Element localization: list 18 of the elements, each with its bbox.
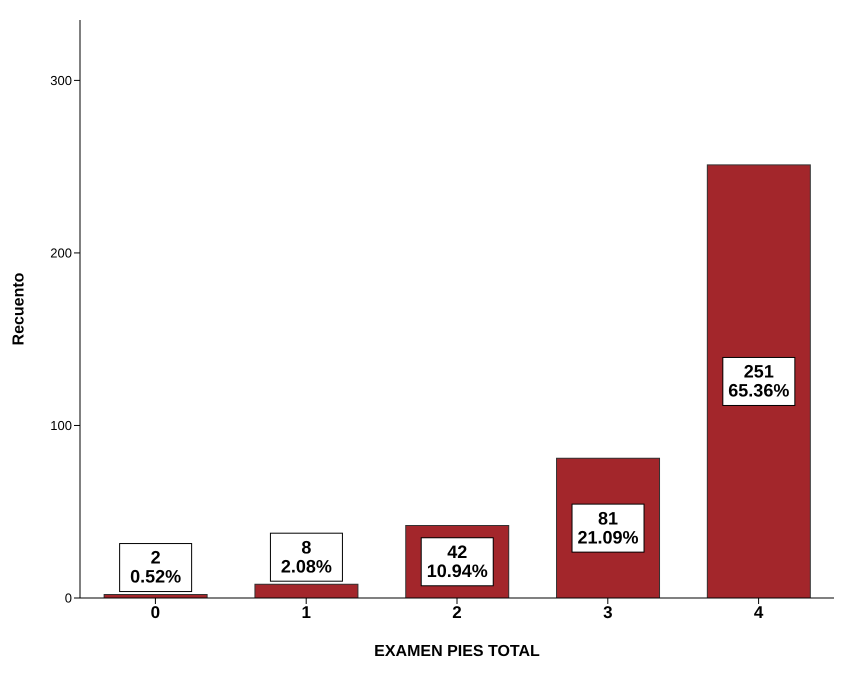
y-axis-title: Recuento — [10, 272, 28, 346]
y-tick-label: 100 — [50, 418, 72, 434]
bar — [706, 164, 811, 598]
bar — [254, 584, 358, 598]
x-tick-label: 2 — [452, 603, 462, 622]
data-label: 2 0.52% — [130, 548, 182, 587]
data-label: 8 2.08% — [280, 537, 332, 576]
x-tick-label: 4 — [754, 603, 764, 622]
y-tick-label: 200 — [50, 246, 72, 261]
y-tick-label: 0 — [64, 590, 72, 606]
data-label: 251 65.36% — [728, 362, 790, 401]
data-label: 42 10.94% — [426, 542, 488, 581]
x-tick-label: 1 — [301, 603, 311, 622]
x-axis-title: EXAMEN PIES TOTAL — [374, 643, 540, 660]
x-tick-label: 3 — [603, 603, 613, 622]
y-tick-label: 300 — [50, 73, 72, 88]
data-label: 81 21.09% — [577, 508, 639, 548]
x-tick-label: 0 — [150, 603, 160, 622]
